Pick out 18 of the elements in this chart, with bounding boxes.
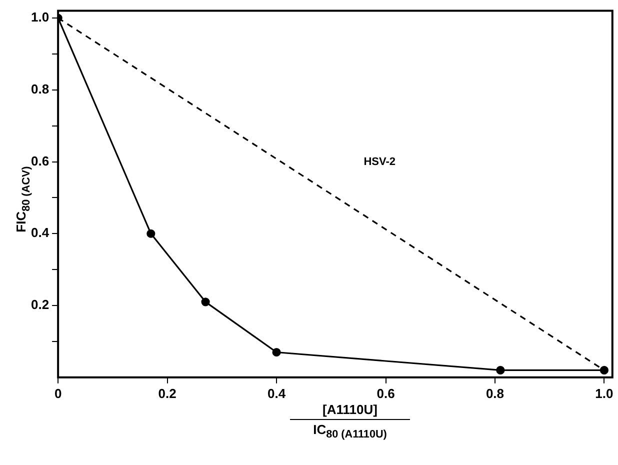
- x-tick-label: 0.4: [267, 386, 286, 401]
- y-tick-label: 0.2: [30, 297, 50, 312]
- x-tick-label: 0.8: [486, 386, 504, 401]
- x-tick-label: 1.0: [595, 386, 614, 401]
- x-tick-label: 0.6: [376, 386, 395, 401]
- y-tick-label: 1.0: [30, 10, 50, 25]
- point: [496, 366, 505, 375]
- x-axis-title: [A1110U] IC$_{80 (A1110U)}$: [312, 402, 388, 441]
- y-tick-label: 0.6: [30, 153, 50, 168]
- point: [272, 348, 281, 357]
- annotation: HSV-2: [364, 156, 396, 168]
- x-tick-label: 0.2: [158, 386, 176, 401]
- point: [201, 298, 210, 306]
- y-tick-label: 0.4: [30, 225, 50, 240]
- y-tick-label: 0.8: [30, 81, 50, 96]
- point: [600, 366, 609, 375]
- point: [146, 229, 156, 238]
- x-tick-label: 0: [54, 386, 62, 401]
